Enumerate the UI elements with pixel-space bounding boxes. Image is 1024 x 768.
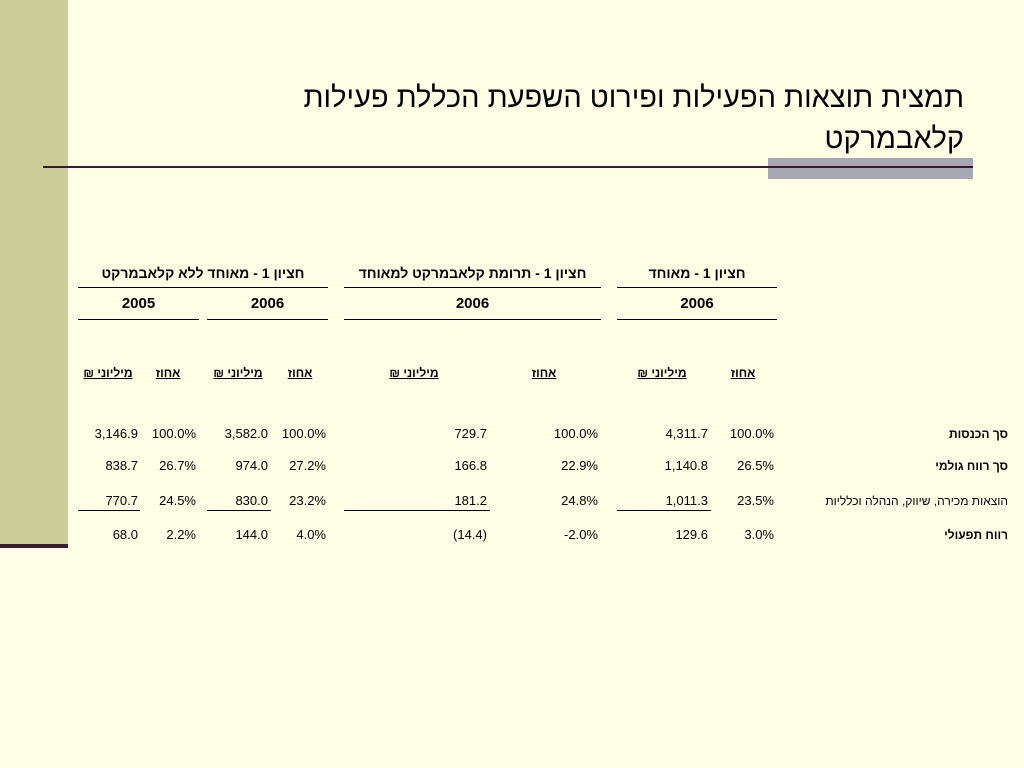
cell: 22.9%: [561, 458, 598, 473]
cell: 729.7: [454, 426, 487, 441]
subheader-millions: מיליוני ₪: [213, 366, 263, 380]
group-header-consolidated: חציון 1 - מאוחד: [648, 265, 746, 281]
group-rule: [78, 287, 328, 288]
cell: 100.0%: [151, 426, 196, 441]
subheader-millions: מיליוני ₪: [83, 366, 133, 380]
cell: 26.5%: [737, 458, 774, 473]
cell: 4.0%: [296, 527, 326, 542]
subheader-percent: אחוז: [287, 366, 313, 380]
cell: 23.2%: [289, 493, 326, 508]
cell: 166.8: [454, 458, 487, 473]
subtotal-rule: [617, 510, 711, 511]
row-label-sga-expenses: הוצאות מכירה, שיווק, הנהלה וכלליות: [825, 494, 1008, 508]
year-2006: 2006: [680, 295, 714, 312]
cell: 838.7: [105, 458, 138, 473]
cell: 23.5%: [737, 493, 774, 508]
cell: 129.6: [675, 527, 708, 542]
year-rule: [344, 319, 601, 320]
subtotal-rule: [344, 510, 490, 511]
cell: 24.5%: [159, 493, 196, 508]
cell: 100.0%: [729, 426, 774, 441]
group-header-clubmarket-contribution: חציון 1 - תרומת קלאבמרקט למאוחד: [358, 265, 587, 281]
year-2006: 2006: [250, 295, 285, 312]
title-accent-bar: [768, 158, 973, 179]
subheader-percent: אחוז: [531, 366, 557, 380]
cell: 770.7: [105, 493, 138, 508]
cell: 26.7%: [159, 458, 196, 473]
side-bar-divider: [0, 544, 68, 548]
subheader-millions: מיליוני ₪: [389, 366, 439, 380]
cell: 3,582.0: [224, 426, 268, 441]
year-rule: [78, 319, 199, 320]
slide-title: תמצית תוצאות הפעילות ופירוט השפעת הכללת …: [303, 82, 964, 155]
year-2006: 2006: [455, 295, 490, 312]
cell: 974.0: [235, 458, 268, 473]
cell: 4,311.7: [665, 426, 708, 441]
cell: 2.2%: [166, 527, 196, 542]
group-rule: [617, 287, 777, 288]
cell: 100.0%: [281, 426, 326, 441]
year-rule: [617, 319, 777, 320]
row-label-operating-profit: רווח תפעולי: [944, 528, 1008, 542]
row-label-total-revenue: סך הכנסות: [948, 427, 1008, 441]
cell: 1,011.3: [665, 493, 708, 508]
group-rule: [344, 287, 601, 288]
cell: 1,140.8: [664, 458, 708, 473]
row-label-gross-profit: סך רווח גולמי: [935, 459, 1008, 473]
cell: 100.0%: [553, 426, 598, 441]
cell: -2.0%: [564, 527, 598, 542]
group-header-without-clubmarket: חציון 1 - מאוחד ללא קלאבמרקט: [101, 265, 305, 281]
subtotal-rule: [207, 510, 271, 511]
year-2005: 2005: [121, 295, 156, 312]
cell: 27.2%: [289, 458, 326, 473]
title-underline: [43, 166, 973, 168]
subtotal-rule: [78, 510, 140, 511]
cell: 181.2: [454, 493, 487, 508]
cell: 3,146.9: [94, 426, 138, 441]
cell: 830.0: [235, 493, 268, 508]
cell: (14.4): [453, 527, 487, 542]
side-bar: [0, 0, 68, 548]
cell: 3.0%: [744, 527, 774, 542]
cell: 24.8%: [561, 493, 598, 508]
subheader-millions: מיליוני ₪: [637, 366, 687, 380]
subheader-percent: אחוז: [155, 366, 181, 380]
year-rule: [207, 319, 328, 320]
cell: 144.0: [235, 527, 268, 542]
subheader-percent: אחוז: [730, 366, 756, 380]
cell: 68.0: [112, 527, 138, 542]
